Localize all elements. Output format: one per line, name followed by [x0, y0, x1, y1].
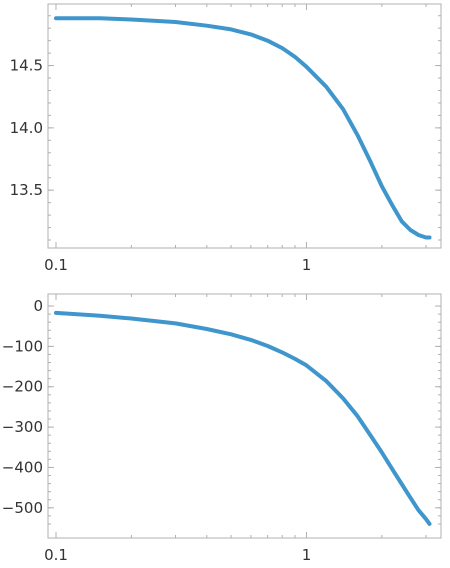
x-tick-label: 0.1	[44, 256, 68, 274]
x-tick-label: 0.1	[44, 546, 68, 564]
plot-frame	[47, 293, 442, 539]
y-tick-label: 14.5	[10, 57, 43, 75]
y-tick-label: 0	[33, 297, 43, 315]
series-line	[54, 16, 432, 240]
x-tick-label: 1	[302, 256, 312, 274]
series-line	[54, 310, 432, 526]
plot-frame	[47, 3, 442, 249]
y-tick-label: −400	[2, 458, 43, 476]
top-plot-panel: 0.1 1 13.5 14.0 14.5	[10, 3, 442, 274]
bottom-plot-panel: 0.1 1 0 −100 −200 −300 −400 −500	[2, 293, 442, 564]
y-tick-label: 14.0	[10, 119, 43, 137]
x-tick-label: 1	[302, 546, 312, 564]
y-tick-label: −300	[2, 418, 43, 436]
y-tick-label: −500	[2, 499, 43, 517]
y-tick-label: −200	[2, 378, 43, 396]
y-tick-label: 13.5	[10, 181, 43, 199]
y-tick-label: −100	[2, 337, 43, 355]
